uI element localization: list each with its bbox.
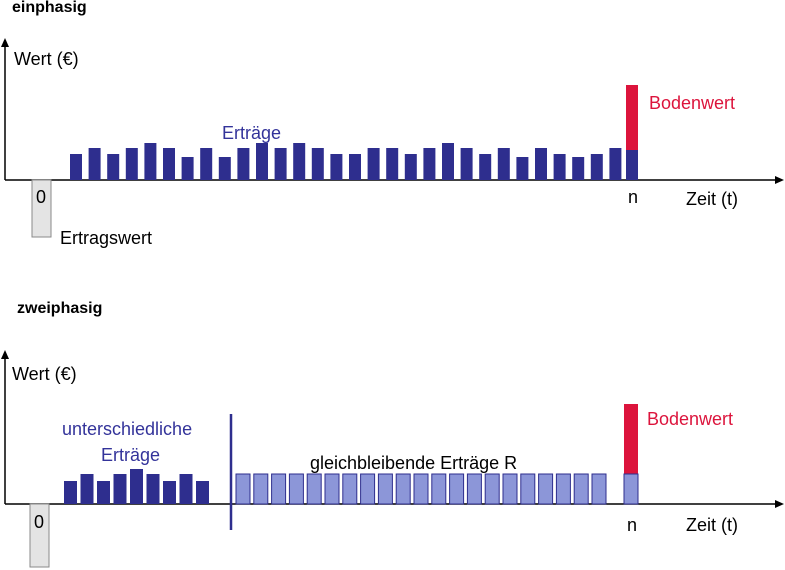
panel1-y-axis-arrow [1,38,9,47]
panel1-yield-bar [497,148,510,180]
panel1-y-axis-label: Wert (€) [14,49,79,69]
panel1-yield-bar [386,148,399,180]
panel2-phase2-bar [342,473,358,505]
panel1-yield-bar [163,148,175,180]
panel1-yield-bar [404,154,417,180]
panel2-phase2-bar [484,473,500,505]
panel1-yield-bar [460,148,473,180]
panel1-yield-bar [256,143,268,180]
panel1-yield-bar [479,154,492,180]
panel1-yield-bar [181,157,194,180]
panel2-y-axis-label: Wert (€) [12,364,77,384]
panel2-x-axis-arrow [775,500,784,508]
panel1-yield-bar [218,157,231,180]
panel2-phase1-bar [113,474,127,504]
panel2-phase2-bar [538,473,554,505]
panel2-land-value-bar [624,404,638,474]
panel1-yield-bar [311,148,324,180]
panel2-land-value-label: Bodenwert [647,409,734,429]
panel2-phase2-bar [555,473,571,505]
panel1-yield-bar [70,154,82,180]
panel2-phase2-bar [306,473,322,505]
panel1-yield-bar [442,143,454,180]
panel2-origin-label: 0 [34,512,45,532]
panel1-yield-bar [516,157,529,180]
panel1-yield-bar [293,143,306,180]
panel2-phase1-bar [196,481,209,504]
panel2-phase1-bar [130,469,143,504]
panel1-neg-bar-label: Ertragswert [60,228,153,248]
panel1-land-value-bar [626,85,638,150]
panel1-land-value-label: Bodenwert [649,93,736,113]
panel1-yield-bar [125,148,138,180]
panel1-yield-bar [144,143,157,180]
panel1-neg-bar [31,179,52,238]
panel2-final-yield-bar [623,473,639,505]
panel2-end-label: n [627,515,638,535]
panel1-yield-bar [330,154,343,180]
panel2-phase2-bar [431,473,447,505]
panel1-yield-bar [609,148,622,180]
panel2-phase1-bar [80,474,94,504]
panel1-end-label: n [628,187,639,207]
panel1-yield-bar [107,154,120,180]
panel2-phase2-bar [271,473,287,505]
panel1-marks [1,38,784,238]
panel2-phase2-label: gleichbleibende Erträge R [310,453,518,473]
panel2-phase2-bar [573,473,589,505]
panel2-phase2-bar [466,473,482,505]
panel1-yield-bar [535,148,547,180]
panel2-phase2-bar [377,473,393,505]
panel1-yield-bar [349,154,361,180]
panel2-phase2-bar [360,473,376,505]
panel1-yield-bar [274,148,287,180]
panel2-phase1-label-line1: unterschiedliche [62,419,193,439]
panel2-phase2-bar [520,473,536,505]
panel2-phase2-bar [502,473,518,505]
panel2-title: zweiphasig [17,300,103,317]
panel2-phase1-label-line2: Erträge [101,445,161,465]
panel2-phase1-bar [64,481,77,504]
panel1-series-label: Erträge [222,123,282,143]
panel2-phase2-bar [235,473,251,505]
panel1-yield-bar [367,148,380,180]
panel2-phase2-bar [288,473,304,505]
panel1-final-yield-bar [626,150,638,180]
panel1-origin-label: 0 [36,187,47,207]
panel2-phase2-bar [395,473,411,505]
panel1-yield-bar [200,148,213,180]
panel2-phase1-bar [146,474,160,504]
panel2-marks [1,350,784,568]
panel2-x-axis-label: Zeit (t) [686,515,738,535]
panel1-title: einphasig [12,0,87,16]
panel1-yield-bar [572,157,585,180]
panel1-yield-bar [590,154,603,180]
panel1-yield-bar [237,148,250,180]
panel1-x-axis-label: Zeit (t) [686,189,738,209]
panel2-phase2-bar [324,473,340,505]
panel2-phase1-bar [179,474,193,504]
panel2-y-axis-arrow [1,350,9,359]
panel2-phase1-bar [97,481,110,504]
panel2-neg-bar [29,503,50,568]
panel1-x-axis-arrow [775,176,784,184]
panel2-phase2-bar [591,473,607,505]
panel2-phase2-bar [253,473,269,505]
panel1-yield-bar [553,154,566,180]
panel1-yield-bar [88,148,101,180]
panel2-phase2-bar [413,473,429,505]
panel2-phase1-bar [163,481,176,504]
panel2-phase2-bar [449,473,465,505]
panel1-yield-bar [423,148,436,180]
